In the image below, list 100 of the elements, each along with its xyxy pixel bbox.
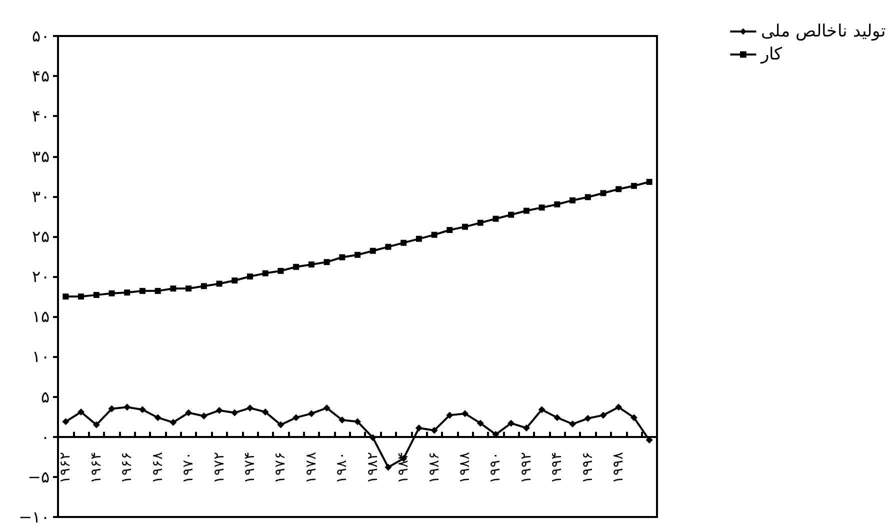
point <box>508 420 515 427</box>
point <box>538 204 545 211</box>
point <box>600 412 607 419</box>
point <box>231 409 238 416</box>
point <box>200 412 208 420</box>
point <box>370 248 376 254</box>
x-tick-label: ۱۹۸۲ <box>364 452 381 484</box>
x-tick-label: ۱۹۶۲ <box>58 452 74 484</box>
point <box>185 409 192 416</box>
y-tick-label: ۳۰ <box>32 186 50 206</box>
point <box>646 178 652 185</box>
x-tick-label: ۱۹۸۶ <box>426 452 442 484</box>
point <box>584 414 592 422</box>
point <box>630 414 638 422</box>
y-tick-label: ۰ <box>41 427 50 446</box>
point <box>462 410 469 418</box>
point <box>108 405 116 412</box>
point <box>138 406 146 414</box>
point <box>154 414 162 422</box>
point <box>262 270 268 276</box>
y-tick-label: ۵ <box>41 387 50 406</box>
point <box>554 201 560 208</box>
point <box>262 408 269 416</box>
y-tick-label: −۵ <box>28 467 50 486</box>
point <box>400 240 407 246</box>
point <box>308 410 315 418</box>
point <box>446 412 454 419</box>
x-tick-label: ۱۹۸۸ <box>457 452 474 484</box>
point <box>538 406 546 414</box>
x-tick-label: ۱۹۹۸ <box>610 452 627 484</box>
point <box>477 220 484 226</box>
x-tick-label: ۱۹۷۰ <box>180 452 197 484</box>
point <box>339 254 346 260</box>
point <box>462 224 468 230</box>
point <box>139 288 146 294</box>
y-tick-label: ۲۵ <box>32 226 50 246</box>
y-tick-label: ۴۵ <box>32 66 50 86</box>
point <box>616 186 622 192</box>
y-tick-label: ۳۵ <box>32 146 50 166</box>
point <box>78 294 84 300</box>
point <box>430 426 438 434</box>
point <box>186 286 192 292</box>
point <box>523 208 530 214</box>
y-tick-label: ۵۰ <box>32 26 50 46</box>
point <box>554 414 561 422</box>
point <box>170 286 176 292</box>
x-tick-label: ۱۹۷۸ <box>303 452 320 484</box>
point <box>630 182 637 189</box>
point <box>354 418 361 426</box>
point <box>415 424 422 432</box>
point <box>62 294 69 300</box>
point <box>62 418 70 426</box>
point <box>508 212 514 218</box>
point <box>293 264 300 270</box>
point <box>476 420 484 427</box>
point <box>384 464 392 471</box>
x-tick-label: ۱۹۶۶ <box>119 452 136 484</box>
point <box>277 421 284 428</box>
legend-label: کار <box>760 44 784 64</box>
point <box>246 274 253 280</box>
point <box>308 261 314 268</box>
point <box>246 404 254 412</box>
y-tick-label: ۱۵ <box>32 307 50 326</box>
point <box>170 418 177 426</box>
point <box>292 414 300 422</box>
point <box>200 283 207 290</box>
point <box>324 259 330 266</box>
point <box>615 404 622 411</box>
x-tick-label: ۱۹۹۶ <box>580 452 596 484</box>
point <box>108 290 115 296</box>
x-tick-label: ۱۹۶۴ <box>88 452 104 484</box>
x-tick-label: ۱۹۷۶ <box>272 452 289 484</box>
x-tick-label: ۱۹۷۴ <box>242 452 258 484</box>
point <box>338 416 346 424</box>
point <box>124 290 130 296</box>
point <box>584 194 591 200</box>
point <box>570 197 576 204</box>
x-tick-label: ۱۹۹۴ <box>549 452 566 484</box>
x-tick-label: ۱۹۸۰ <box>334 452 350 484</box>
point <box>522 424 530 432</box>
point <box>93 292 100 298</box>
legend-label: تولید ناخالص ملی <box>761 22 886 42</box>
point <box>431 232 438 238</box>
point <box>385 244 392 250</box>
x-tick-label: ۱۹۹۰ <box>488 452 504 484</box>
point <box>78 408 85 416</box>
y-tick-label: ۲۰ <box>32 267 50 286</box>
point <box>216 280 222 287</box>
x-tick-label: ۱۹۹۲ <box>518 452 534 484</box>
point <box>416 236 422 242</box>
point <box>569 420 576 428</box>
x-tick-label: ۱۹۶۸ <box>150 452 166 484</box>
x-tick-label: ۱۹۷۲ <box>211 452 228 484</box>
point <box>124 404 131 411</box>
y-tick-label: ۴۰ <box>32 106 50 126</box>
point <box>323 404 330 412</box>
point <box>278 268 284 274</box>
point <box>216 406 223 414</box>
point <box>354 252 360 258</box>
point <box>154 288 161 294</box>
